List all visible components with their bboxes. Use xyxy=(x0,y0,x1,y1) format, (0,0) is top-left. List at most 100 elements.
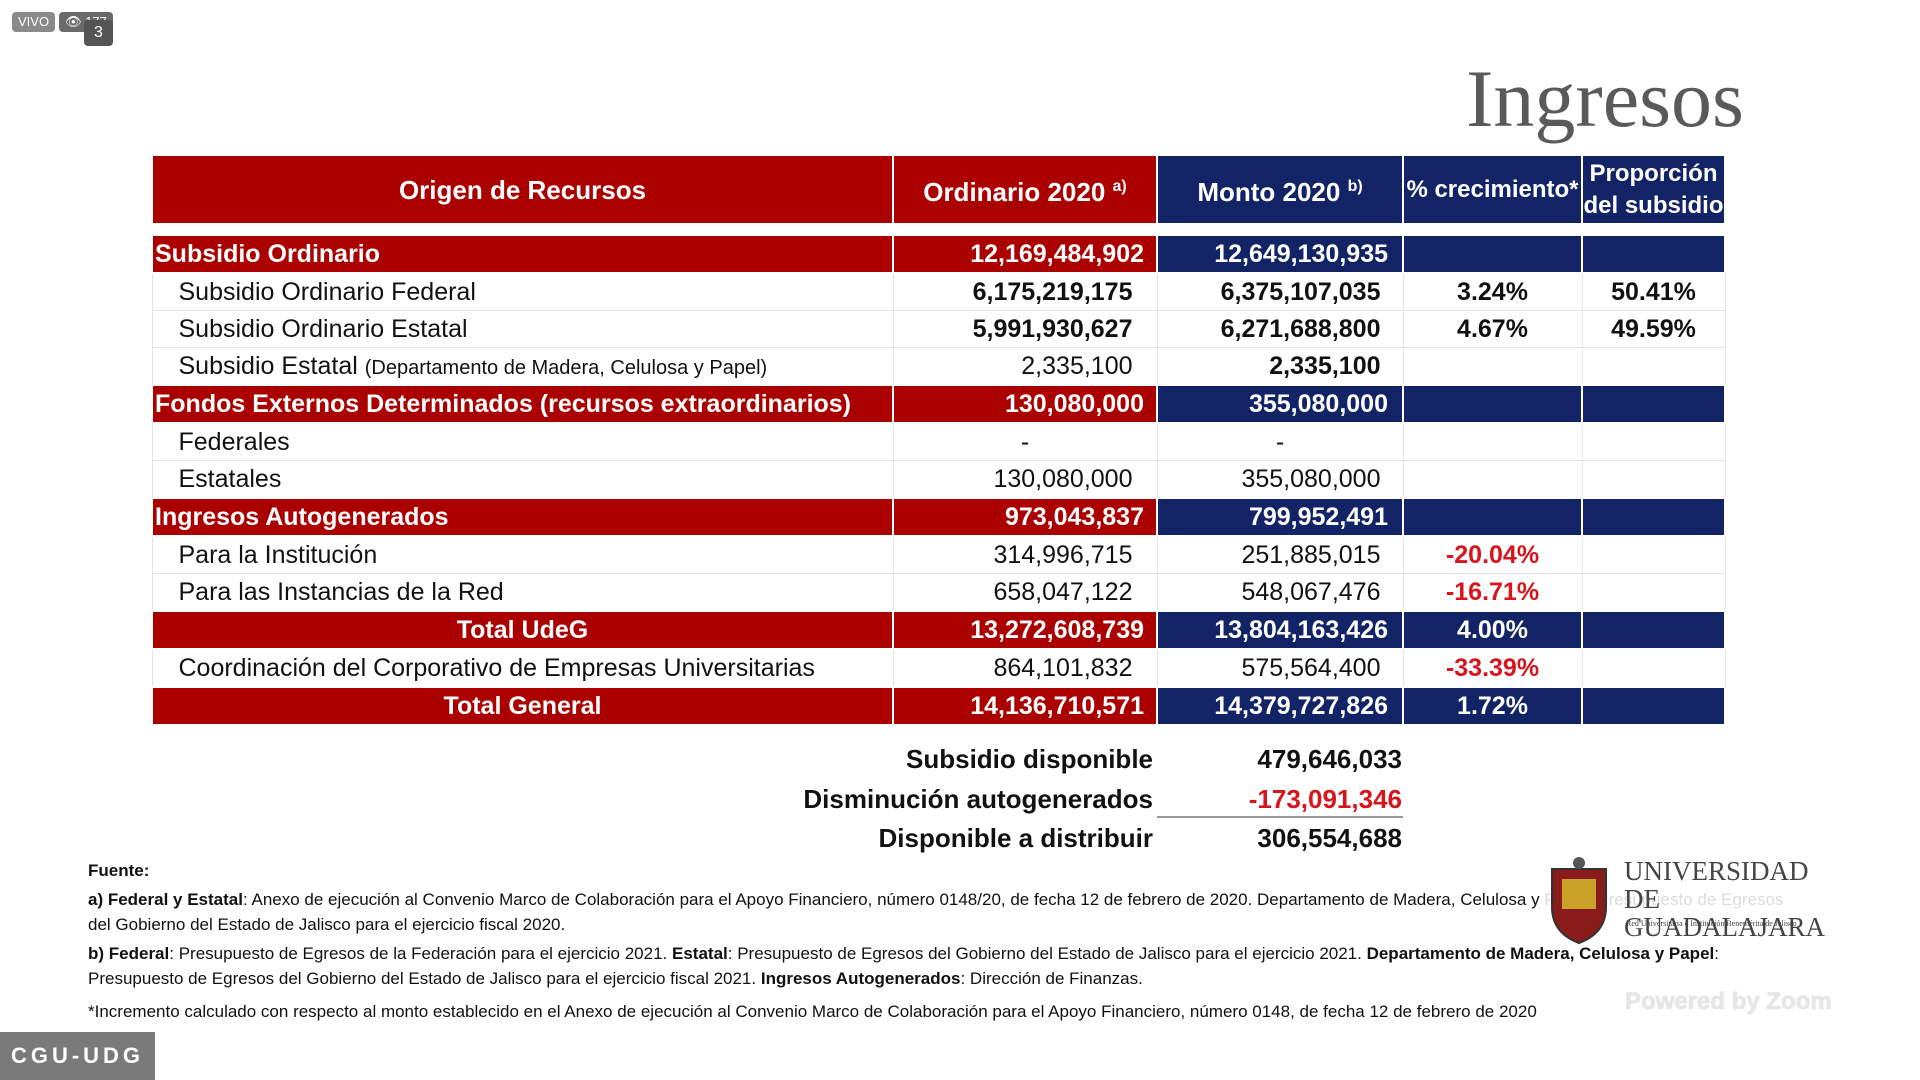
table-header: Origen de Recursos Ordinario 2020 a) Mon… xyxy=(151,154,1726,225)
header-text: Monto 2020 xyxy=(1197,177,1341,207)
label-cell: Subsidio Ordinario Estatal xyxy=(151,310,894,348)
monto-value: 6,375,107,035 xyxy=(1220,277,1381,306)
crecimiento-cell xyxy=(1402,347,1583,386)
monto-value: 6,271,688,800 xyxy=(1220,314,1381,343)
row-label: Estatales xyxy=(178,464,282,493)
item-row: Para la Institución 314,996,715 251,885,01… xyxy=(151,535,1726,574)
footnote-text: : Anexo de ejecución al Convenio Marco d… xyxy=(88,890,1784,934)
proporcion-cell: 49.59% xyxy=(1581,310,1726,348)
label-cell: Para las Instancias de la Red xyxy=(151,573,894,612)
monto-value: 12,649,130,935 xyxy=(1214,239,1388,268)
crecimiento-cell xyxy=(1402,497,1583,537)
crecimiento-cell: 4.00% xyxy=(1402,610,1583,650)
ordinario-value: 658,047,122 xyxy=(993,577,1133,606)
summary-label: Subsidio disponible xyxy=(906,744,1153,774)
ordinario-value: 12,169,484,902 xyxy=(970,239,1144,268)
row-label: Fondos Externos Determinados (recursos e… xyxy=(155,389,852,418)
live-badge: VIVO xyxy=(12,12,56,32)
footnote-a: a) Federal y Estatal: Anexo de ejecución… xyxy=(88,887,1808,937)
footnote-key: Departamento de Madera, Celulosa y Papel xyxy=(1366,944,1715,963)
crecimiento-cell: 4.67% xyxy=(1402,310,1583,348)
label-cell: Para la Institución xyxy=(151,535,894,574)
header-text: Ordinario 2020 xyxy=(923,177,1106,207)
section-row: Total UdeG 13,272,608,739 13,804,163,426 4.… xyxy=(151,610,1726,650)
row-label: Federales xyxy=(178,427,290,456)
ordinario-value: 864,101,832 xyxy=(993,653,1133,682)
ordinario-cell: 314,996,715 xyxy=(892,535,1158,574)
header-text: Proporción del subsidio xyxy=(1583,159,1724,219)
monto-value: 355,080,000 xyxy=(1248,389,1388,418)
crecimiento-cell: -16.71% xyxy=(1402,573,1583,612)
table-rows: Subsidio Ordinario 12,169,484,902 12,649,1… xyxy=(151,234,1726,726)
ordinario-cell: 973,043,837 xyxy=(892,497,1158,537)
ordinario-value: 14,136,710,571 xyxy=(970,691,1144,720)
section-row: Subsidio Ordinario 12,169,484,902 12,649,1… xyxy=(151,234,1726,274)
ordinario-cell: 14,136,710,571 xyxy=(892,686,1158,726)
header-sup: a) xyxy=(1112,178,1127,195)
footnote-text: : Presupuesto de Egresos de la Federació… xyxy=(169,944,672,963)
footnote-heading: Fuente: xyxy=(88,861,150,880)
label-cell: Subsidio Ordinario xyxy=(151,234,894,274)
monto-value: 799,952,491 xyxy=(1248,502,1388,531)
section-row: Ingresos Autogenerados 973,043,837 799,952… xyxy=(151,497,1726,537)
live-indicator: VIVO 👁 177 xyxy=(12,12,113,32)
row-label-note: (Departamento de Madera, Celulosa y Pape… xyxy=(364,356,768,379)
proporcion-cell xyxy=(1581,686,1726,726)
item-row: Estatales 130,080,000 355,080,000 xyxy=(151,460,1726,499)
monto-value: - xyxy=(1275,427,1285,456)
proporcion-cell xyxy=(1581,610,1726,650)
summary-rule xyxy=(1157,816,1403,818)
ordinario-value: 130,080,000 xyxy=(993,464,1133,493)
summary-value: 306,554,688 xyxy=(1257,823,1402,853)
footnote-key: Estatal xyxy=(672,944,728,963)
header-cell: Ordinario 2020 a) xyxy=(892,154,1158,225)
ordinario-cell: 864,101,832 xyxy=(892,648,1158,688)
header-text: % crecimiento* xyxy=(1406,175,1579,203)
proporcion-cell xyxy=(1581,422,1726,461)
ordinario-cell: 5,991,930,627 xyxy=(892,310,1158,348)
monto-value: 548,067,476 xyxy=(1241,577,1381,606)
item-row: Coordinación del Corporativo de Empresas… xyxy=(151,648,1726,688)
proporcion-cell xyxy=(1581,384,1726,424)
participant-count[interactable]: 3 xyxy=(84,20,113,46)
header-cell: Monto 2020 b) xyxy=(1156,154,1404,225)
ordinario-value: 13,272,608,739 xyxy=(970,615,1144,644)
header-row: Origen de Recursos Ordinario 2020 a) Mon… xyxy=(151,154,1726,225)
crecimiento-value: 3.24% xyxy=(1457,277,1528,306)
crecimiento-value: 4.00% xyxy=(1457,615,1528,644)
row-label: Subsidio Estatal xyxy=(178,351,358,380)
label-cell: Estatales xyxy=(151,460,894,499)
row-label: Subsidio Ordinario xyxy=(155,239,381,268)
row-label: Total General xyxy=(443,691,602,720)
crecimiento-cell xyxy=(1402,234,1583,274)
ordinario-value: 2,335,100 xyxy=(1021,351,1133,380)
footnote-b: b) Federal: Presupuesto de Egresos de la… xyxy=(88,941,1808,991)
summary-value: 479,646,033 xyxy=(1257,744,1402,774)
proporcion-value: 49.59% xyxy=(1611,314,1696,343)
label-cell: Ingresos Autogenerados xyxy=(151,497,894,537)
monto-cell: 251,885,015 xyxy=(1156,535,1404,574)
monto-value: 355,080,000 xyxy=(1241,464,1381,493)
section-row: Fondos Externos Determinados (recursos e… xyxy=(151,384,1726,424)
channel-label: CGU-UDG xyxy=(0,1032,155,1080)
monto-cell: 12,649,130,935 xyxy=(1156,234,1404,274)
monto-cell: 548,067,476 xyxy=(1156,573,1404,612)
proporcion-cell xyxy=(1581,535,1726,574)
item-row: Para las Instancias de la Red 658,047,122… xyxy=(151,573,1726,612)
footnote-key: Ingresos Autogenerados xyxy=(760,969,961,988)
label-cell: Total UdeG xyxy=(151,610,894,650)
proporcion-cell xyxy=(1581,497,1726,537)
proporcion-cell xyxy=(1581,573,1726,612)
crecimiento-cell: -33.39% xyxy=(1402,648,1583,688)
ordinario-cell: - xyxy=(892,422,1158,461)
row-label: Ingresos Autogenerados xyxy=(155,502,449,531)
monto-cell: 13,804,163,426 xyxy=(1156,610,1404,650)
header-sup: b) xyxy=(1347,178,1363,195)
footnote-text: : Dirección de Finanzas. xyxy=(960,969,1143,988)
label-cell: Total General xyxy=(151,686,894,726)
participant-number: 3 xyxy=(94,24,103,41)
crecimiento-cell: 3.24% xyxy=(1402,272,1583,311)
item-row: Subsidio Estatal (Departamento de Madera… xyxy=(151,347,1726,386)
monto-cell: 355,080,000 xyxy=(1156,460,1404,499)
